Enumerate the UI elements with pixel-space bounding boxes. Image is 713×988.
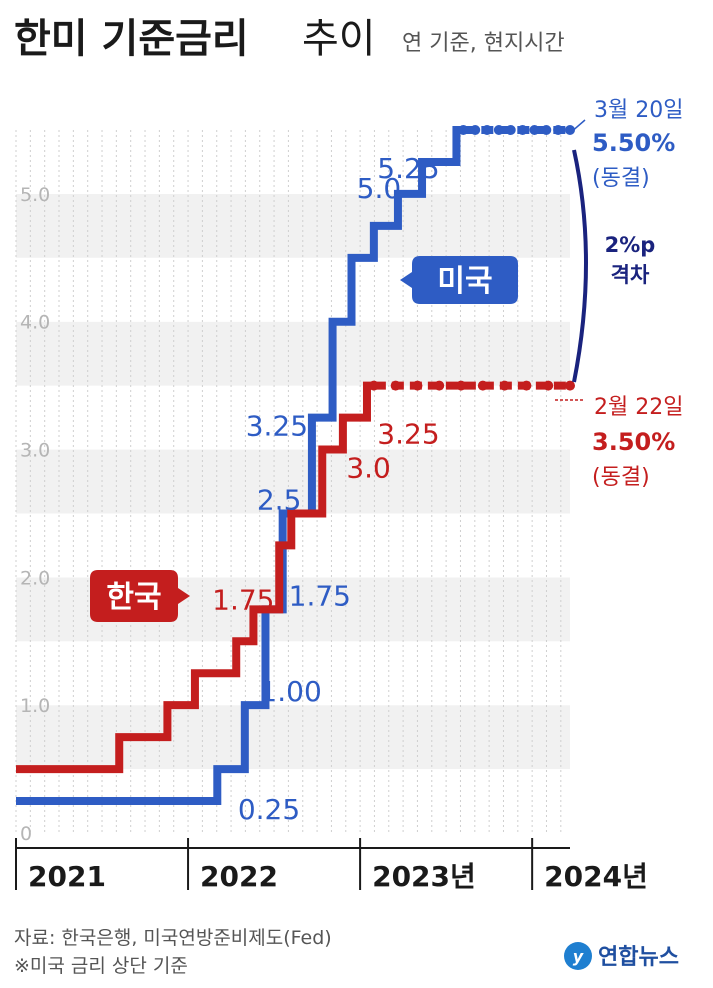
callout-us: 미국 <box>400 256 518 304</box>
series-hold-point <box>456 380 467 391</box>
y-tick-label: 0 <box>20 823 32 845</box>
grid-band <box>16 193 570 258</box>
annotation-us-rate: 5.50% <box>592 129 675 157</box>
annotation-kr: 2월 22일 3.50% (동결) <box>555 395 683 490</box>
callout-kr: 한국 <box>90 570 190 622</box>
series-hold-point <box>505 125 516 135</box>
publisher-logo: y 연합뉴스 <box>564 942 679 970</box>
series-hold-point <box>470 125 481 135</box>
grid-band <box>16 641 570 706</box>
y-tick-label: 3.0 <box>20 440 50 462</box>
grid-band <box>16 705 570 770</box>
publisher-logo-text: 연합뉴스 <box>598 944 679 970</box>
annotation-kr-date: 2월 22일 <box>594 395 683 420</box>
publisher-logo-mark <box>564 942 592 970</box>
annotation-kr-rate: 3.50% <box>592 428 675 456</box>
grid-band <box>16 321 570 386</box>
callout-us-label: 미국 <box>437 264 492 299</box>
series-hold-point <box>477 380 488 391</box>
callout-kr-bubble <box>90 570 190 622</box>
data-label-us: 5.0 <box>357 172 402 205</box>
data-label-kr: 3.0 <box>346 452 391 485</box>
data-label-us: 3.25 <box>246 410 308 443</box>
footer-source: 자료: 한국은행, 미국연방준비제도(Fed) <box>14 927 332 949</box>
data-label-us: 0.25 <box>238 793 300 826</box>
series-layer <box>16 126 570 806</box>
series-line-us <box>16 126 464 806</box>
chart-title: 한미 기준금리 <box>14 16 249 62</box>
grid-band <box>16 130 570 194</box>
data-labels: 0.251.001.752.53.255.05.251.753.03.25 <box>212 152 440 826</box>
y-tick-label: 4.0 <box>20 312 50 334</box>
gap-bracket <box>572 149 588 383</box>
series-hold-point <box>434 380 445 391</box>
callout-us-bubble <box>400 256 518 304</box>
series-hold-point <box>517 125 528 135</box>
series-hold-point <box>565 125 575 135</box>
annotation-us-date: 3월 20일 <box>594 98 683 123</box>
annotation-us-leader <box>569 119 586 134</box>
callout-kr-label: 한국 <box>106 580 161 615</box>
x-axis: 2021 2022 2023년 2024년 <box>15 838 648 893</box>
series-hold-point <box>499 380 510 391</box>
data-label-us: 1.75 <box>289 579 351 612</box>
series-hold-point <box>458 125 469 135</box>
y-tick-label: 1.0 <box>20 695 50 717</box>
gap-label: 격차 <box>611 263 650 287</box>
vertical-gridlines <box>15 130 562 833</box>
y-tick-label: 2.0 <box>20 567 50 589</box>
series-hold-point <box>543 380 554 391</box>
series-hold-point <box>541 125 552 135</box>
y-tick-label: 5.0 <box>20 184 50 206</box>
x-tick-label: 2023년 <box>372 860 476 893</box>
annotation-us-status: (동결) <box>592 166 650 191</box>
grid-band <box>16 449 570 514</box>
x-tick-label: 2021 <box>28 860 106 893</box>
series-hold-point <box>368 380 379 391</box>
series-hold-point <box>529 125 540 135</box>
annotation-us: 3월 20일 5.50% (동결) <box>569 98 683 191</box>
series-hold-point <box>553 125 564 135</box>
grid-bands <box>16 130 570 833</box>
footer-note: ※미국 금리 상단 기준 <box>14 955 188 977</box>
y-axis-ticks: 0 1.0 2.0 3.0 4.0 5.0 <box>20 184 50 845</box>
data-label-us: 1.00 <box>259 675 321 708</box>
annotation-kr-status: (동결) <box>592 465 650 490</box>
series-hold-point <box>390 380 401 391</box>
series-hold-point <box>493 125 504 135</box>
series-hold-point <box>482 125 493 135</box>
series-line-kr <box>16 381 374 774</box>
dots-layer <box>368 125 575 391</box>
chart-title-sub: 추이 <box>302 16 376 62</box>
chart-subtitle: 연 기준, 현지시간 <box>402 31 565 56</box>
series-hold-point <box>412 380 423 391</box>
series-hold-point <box>565 380 575 391</box>
grid-band <box>16 385 570 450</box>
x-tick-label: 2024년 <box>544 860 648 893</box>
data-label-kr: 3.25 <box>377 418 439 451</box>
data-label-us: 2.5 <box>257 483 302 516</box>
data-label-kr: 1.75 <box>212 583 274 616</box>
series-hold-point <box>521 380 532 391</box>
gap-value: 2%p <box>605 233 656 257</box>
data-label-us: 5.25 <box>377 152 439 185</box>
publisher-logo-glyph: y <box>573 947 584 966</box>
x-tick-label: 2022 <box>200 860 278 893</box>
